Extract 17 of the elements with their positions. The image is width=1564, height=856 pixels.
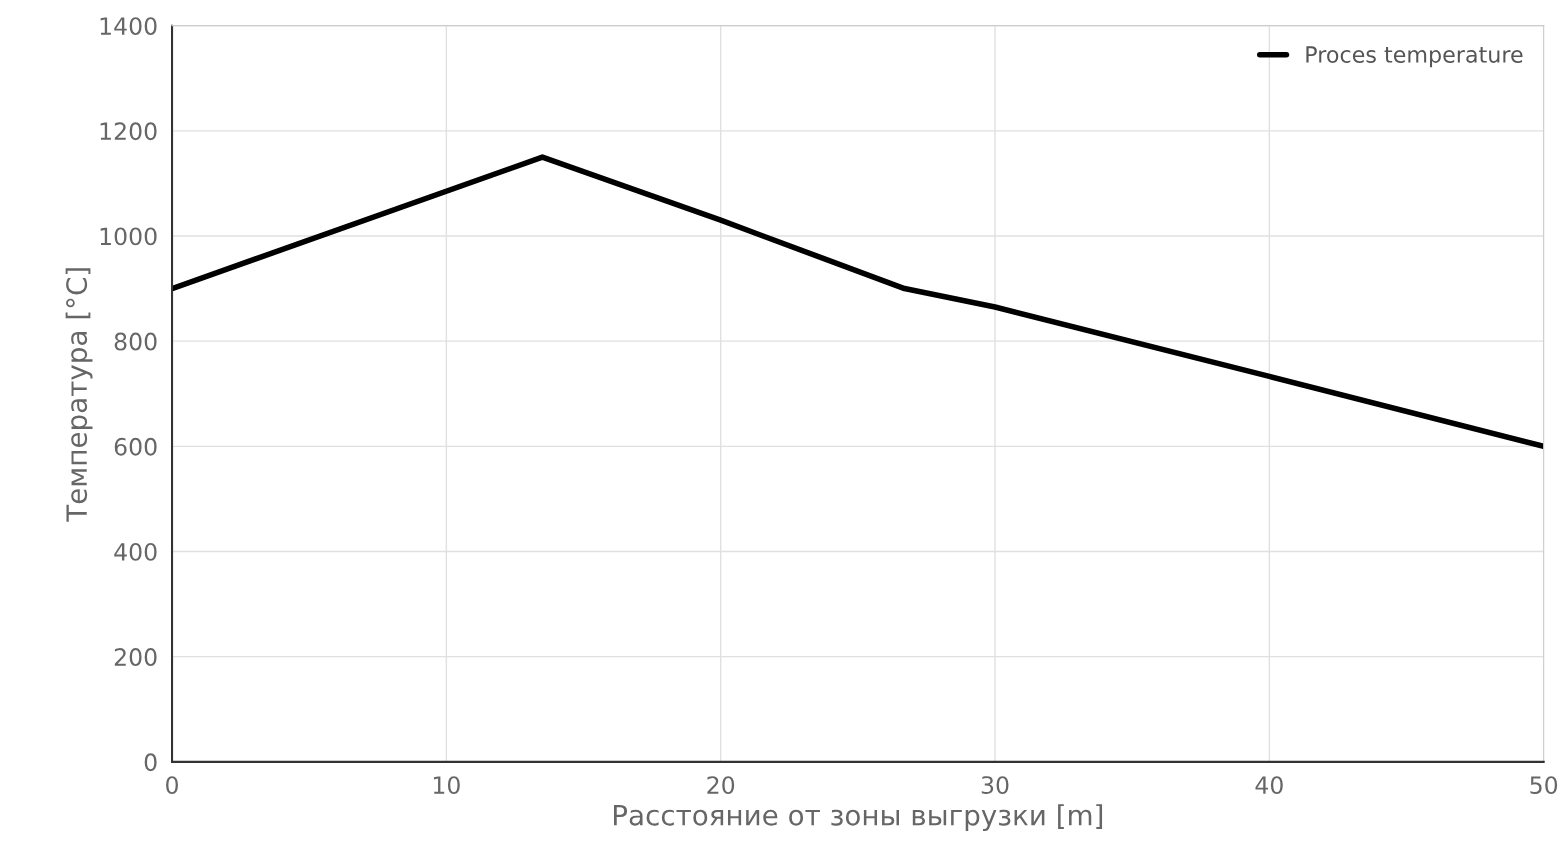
x-tick-label: 10 bbox=[433, 776, 460, 795]
y-tick-label: 400 bbox=[114, 542, 157, 561]
y-tick-label: 1400 bbox=[100, 17, 157, 35]
y-tick-label: 200 bbox=[114, 648, 157, 666]
x-tick-label: 50 bbox=[1530, 776, 1558, 795]
legend-label: Proces temperature bbox=[1306, 46, 1523, 68]
y-axis-title: Температура [°C] bbox=[65, 268, 93, 522]
x-tick-label: 20 bbox=[707, 776, 735, 795]
y-tick-label: 800 bbox=[114, 332, 157, 351]
x-tick-label: 30 bbox=[981, 776, 1009, 795]
y-tick-label: 0 bbox=[144, 753, 157, 772]
y-tick-label: 600 bbox=[114, 437, 157, 456]
x-tick-label: 40 bbox=[1255, 776, 1283, 795]
x-axis-title: Расстояние от зоны выгрузки [m] bbox=[614, 804, 1103, 832]
y-tick-label: 1000 bbox=[100, 227, 157, 246]
x-tick-label: 0 bbox=[166, 776, 178, 795]
y-tick-label: 1200 bbox=[100, 122, 157, 141]
